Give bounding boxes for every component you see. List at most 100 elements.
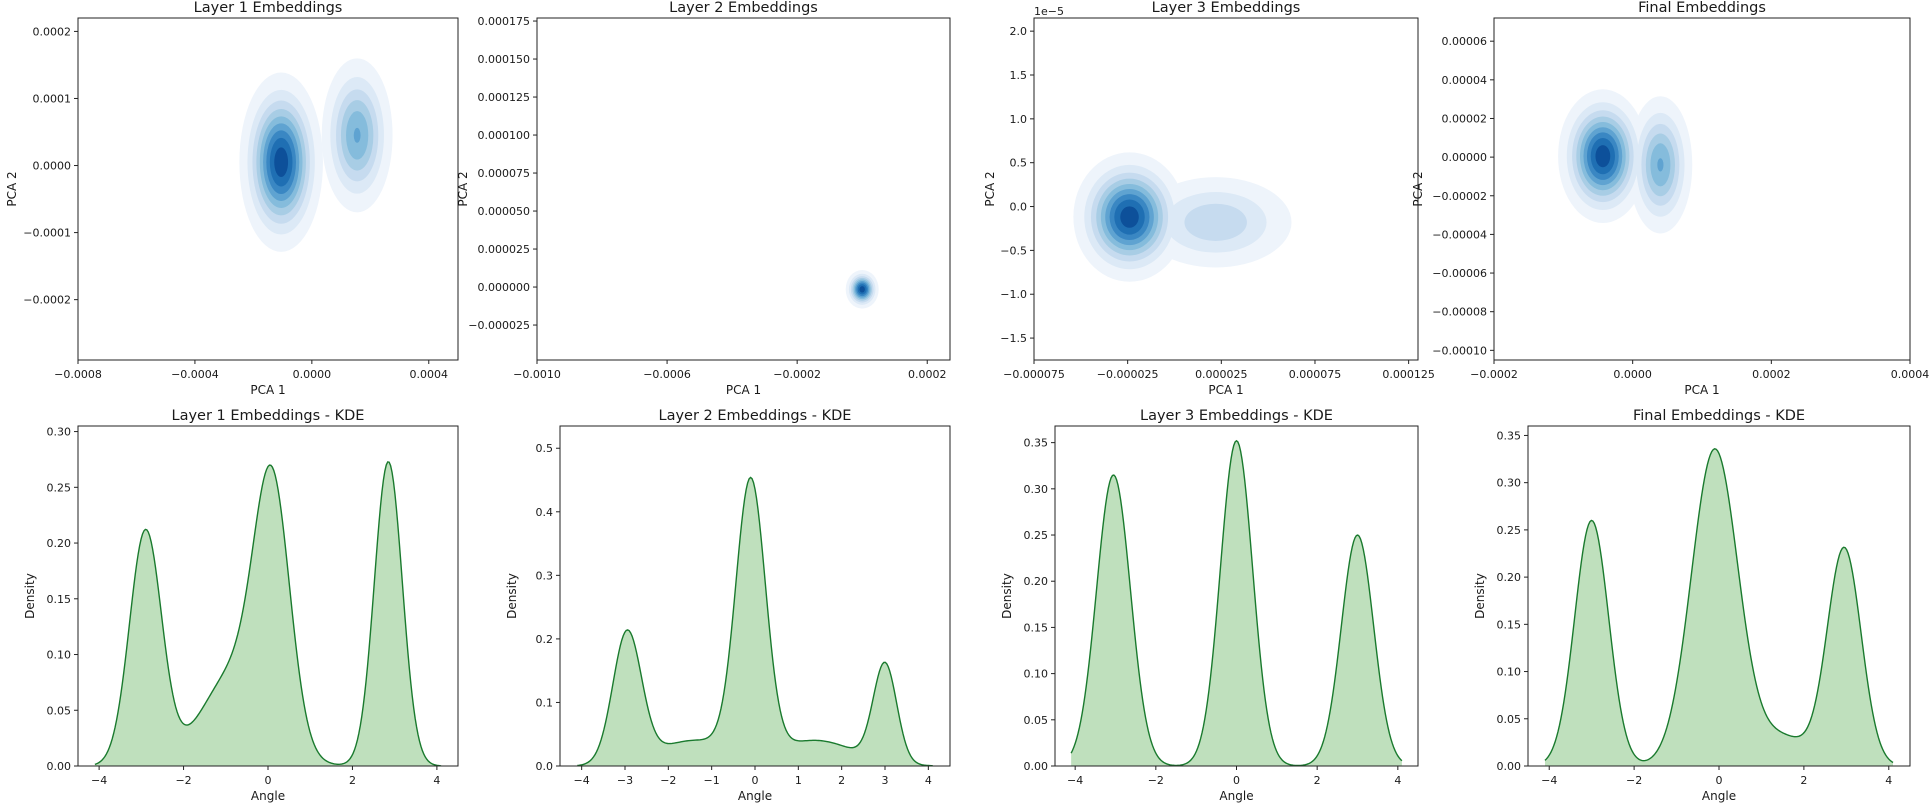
y-tick-label: −0.00010 (1432, 344, 1487, 357)
plot-area (1073, 152, 1292, 282)
y-tick-label: −0.00006 (1432, 267, 1487, 280)
x-tick-label: 2 (1314, 774, 1321, 787)
y-tick-label: 0.05 (47, 704, 72, 717)
x-tick-label: −2 (1148, 774, 1164, 787)
y-tick-label: −0.00008 (1432, 306, 1487, 319)
axes-frame (77, 17, 459, 361)
y-tick-label: 0.4 (536, 506, 554, 519)
y-tick-label: 0.00000 (1442, 151, 1488, 164)
kde-line (1544, 448, 1894, 764)
kde-fill (1544, 448, 1894, 766)
y-tick-label: 1.5 (1010, 69, 1028, 82)
y-tick-label: 0.0 (1010, 201, 1028, 214)
y-tick-label: 0.00006 (1442, 35, 1488, 48)
y-tick-label: 0.10 (1497, 666, 1522, 679)
x-axis-label: PCA 1 (250, 383, 285, 397)
x-axis-label: PCA 1 (1208, 383, 1243, 397)
y-tick-label: 0.5 (536, 442, 554, 455)
panel-title: Layer 2 Embeddings (669, 0, 818, 16)
x-tick-label: 0.0000 (1613, 368, 1652, 381)
y-tick-label: 0.15 (1024, 621, 1049, 634)
y-tick-label: −0.5 (1000, 244, 1027, 257)
panel-2: −0.0010 −0.0006 −0.0002 0.0002 −0.000025 0.00… (456, 0, 951, 397)
x-tick-label: 0 (752, 774, 759, 787)
contour-level-9-c1 (1120, 206, 1139, 228)
y-tick-label: 0.00 (47, 760, 72, 773)
x-tick-label: −0.000075 (1003, 368, 1065, 381)
x-axis-label: Angle (1702, 789, 1736, 803)
x-tick-label: 0.0004 (1891, 368, 1930, 381)
y-tick-label: −1.0 (1000, 288, 1027, 301)
kde-line (1070, 439, 1403, 766)
y-tick-label: 0.30 (1024, 483, 1049, 496)
panel-title: Layer 1 Embeddings (194, 0, 343, 16)
x-tick-label: 0 (265, 774, 272, 787)
plot-area (239, 58, 393, 252)
y-tick-label: 0.0001 (33, 92, 72, 105)
y-tick-label: −0.0002 (23, 294, 71, 307)
y-tick-label: −0.0001 (23, 227, 71, 240)
y-tick-label: 0.5 (1010, 157, 1028, 170)
x-tick-label: 0.0004 (410, 368, 449, 381)
y-tick-label: 2.0 (1010, 25, 1028, 38)
x-tick-label: 0.0002 (1752, 368, 1791, 381)
contour-level-3-c2 (1184, 203, 1247, 241)
y-tick-label: 0.35 (1024, 437, 1049, 450)
y-tick-label: 0.25 (1024, 529, 1049, 542)
y-tick-label: 0.2 (536, 633, 554, 646)
y-tick-label: 0.35 (1497, 429, 1522, 442)
x-tick-label: 0.0002 (908, 368, 947, 381)
y-tick-label: −0.000025 (468, 319, 530, 332)
y-tick-label: 0.1 (536, 696, 554, 709)
y-tick-label: 0.15 (47, 593, 72, 606)
axes-frame (1493, 17, 1911, 361)
x-tick-label: 3 (882, 774, 889, 787)
y-tick-label: 0.00002 (1442, 112, 1488, 125)
y-tick-label: 0.00 (1497, 760, 1522, 773)
x-tick-label: −0.0010 (513, 368, 561, 381)
kde-fill (577, 477, 933, 766)
y-tick-label: 0.15 (1497, 618, 1522, 631)
x-axis-label: PCA 1 (726, 383, 761, 397)
y-tick-label: 0.05 (1497, 713, 1522, 726)
y-tick-label: 0.0002 (33, 25, 72, 38)
y-tick-label: 0.000025 (478, 243, 531, 256)
x-tick-label: −4 (1541, 774, 1557, 787)
x-tick-label: 0.0000 (293, 368, 332, 381)
kde-line (94, 461, 442, 766)
contour-level-9-c1 (859, 286, 865, 293)
plot-area (845, 270, 879, 309)
y-tick-label: −0.00004 (1432, 228, 1487, 241)
y-axis-label: PCA 2 (456, 171, 470, 206)
panel-4: −0.0002 0.0000 0.0002 0.0004 −0.00010 −0.0000… (1411, 0, 1929, 397)
x-tick-label: −3 (617, 774, 633, 787)
x-axis-label: PCA 1 (1684, 383, 1719, 397)
plot-area (94, 461, 442, 766)
y-tick-label: 0.00004 (1442, 74, 1488, 87)
x-tick-label: 0.000025 (1195, 368, 1248, 381)
y-tick-label: 0.0 (536, 760, 554, 773)
panel-title: Layer 1 Embeddings - KDE (172, 408, 365, 424)
plot-area (1544, 448, 1894, 766)
y-tick-label: 0.25 (1497, 524, 1522, 537)
y-tick-label: 0.0000 (33, 160, 72, 173)
x-tick-label: −4 (1067, 774, 1083, 787)
contour-level-9-c1 (274, 147, 289, 177)
y-axis-label: Density (1473, 573, 1487, 619)
x-tick-label: −4 (91, 774, 107, 787)
panel-title: Layer 3 Embeddings (1152, 0, 1301, 16)
y-axis-label: Density (1000, 573, 1014, 619)
x-axis-label: Angle (251, 789, 285, 803)
y-tick-label: 0.30 (47, 426, 72, 439)
x-tick-label: 0 (1716, 774, 1723, 787)
y-tick-label: 0.000100 (478, 129, 531, 142)
y-tick-label: −1.5 (1000, 332, 1027, 345)
x-axis-label: Angle (738, 789, 772, 803)
panel-1: −0.0008 −0.0004 0.0000 0.0004 −0.0002 −0.0001… (5, 0, 459, 397)
y-tick-label: 0.000075 (478, 167, 531, 180)
y-tick-label: 0.00 (1024, 760, 1049, 773)
panel-title: Final Embeddings - KDE (1633, 408, 1805, 424)
panel-5: −4 −2 0 2 4 0.00 0.05 0.10 0.15 0.20 0.25 0.30 Layer… (23, 408, 459, 803)
panel-title: Layer 3 Embeddings - KDE (1140, 408, 1333, 424)
y-axis-label: PCA 2 (1411, 171, 1425, 206)
